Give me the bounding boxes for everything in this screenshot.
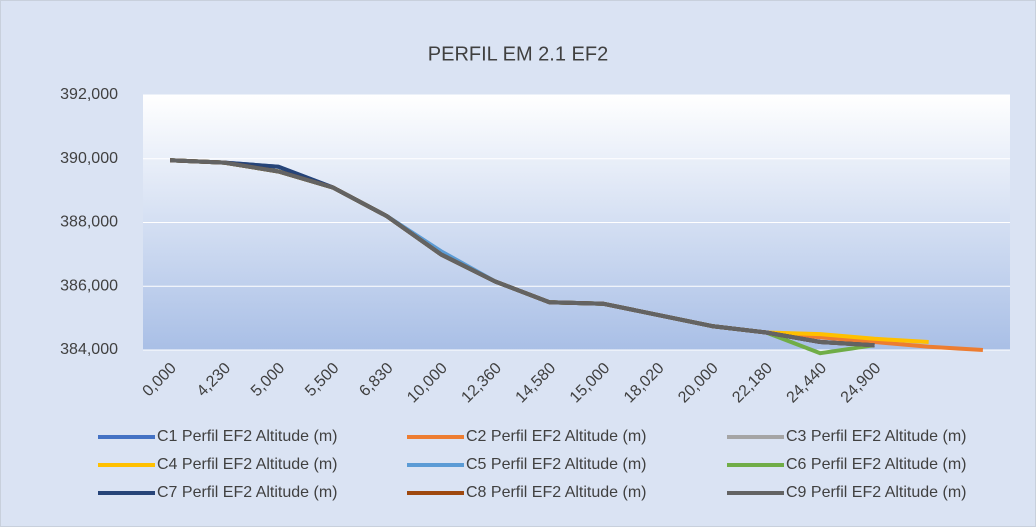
y-tick-label: 384,000 [60, 341, 118, 358]
y-tick-label: 392,000 [60, 86, 118, 103]
legend-label: C1 Perfil EF2 Altitude (m) [157, 428, 338, 445]
legend-label: C9 Perfil EF2 Altitude (m) [786, 484, 967, 501]
y-tick-label: 386,000 [60, 277, 118, 294]
legend-label: C4 Perfil EF2 Altitude (m) [157, 456, 338, 473]
y-tick-label: 388,000 [60, 214, 118, 231]
chart-title: PERFIL EM 2.1 EF2 [428, 43, 608, 65]
legend-label: C3 Perfil EF2 Altitude (m) [786, 428, 967, 445]
legend-label: C7 Perfil EF2 Altitude (m) [157, 484, 338, 501]
legend-label: C5 Perfil EF2 Altitude (m) [466, 456, 647, 473]
legend-label: C2 Perfil EF2 Altitude (m) [466, 428, 647, 445]
legend-label: C6 Perfil EF2 Altitude (m) [786, 456, 967, 473]
legend-label: C8 Perfil EF2 Altitude (m) [466, 484, 647, 501]
line-series [170, 158, 875, 348]
y-tick-label: 390,000 [60, 150, 118, 167]
